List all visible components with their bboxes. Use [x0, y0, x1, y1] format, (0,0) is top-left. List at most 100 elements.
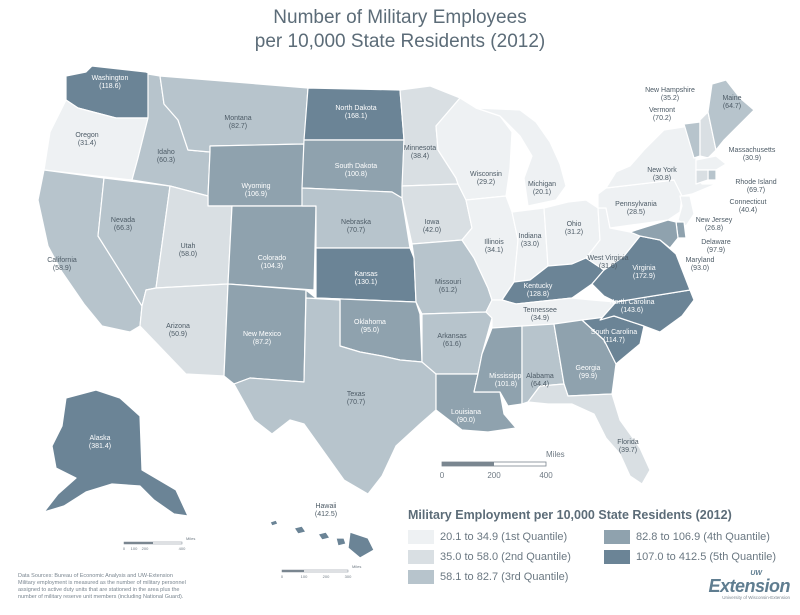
state-value-ca: (58.9) — [53, 265, 71, 272]
state-value-ok: (95.0) — [361, 327, 379, 334]
state-value-ks: (130.1) — [355, 279, 377, 286]
state-value-wv: (31.6) — [599, 263, 617, 270]
scale-main-tick-2: 400 — [539, 471, 553, 480]
state-value-nh: (35.2) — [661, 95, 679, 102]
state-label-sd: South Dakota — [335, 163, 378, 170]
state-label-oh: Ohio — [567, 221, 582, 228]
logo-subtitle: University of Wisconsin-Extension — [722, 595, 790, 600]
map-title-line-1: Number of Military Employees — [273, 7, 527, 28]
source-line-3: assigned to active duty units that are s… — [18, 587, 180, 593]
data-source-note: Data Sources: Bureau of Economic Analysi… — [18, 573, 333, 601]
state-label-nv: Nevada — [111, 217, 135, 224]
state-nebraska[interactable] — [301, 187, 411, 249]
state-label-de: Delaware — [701, 239, 731, 246]
state-value-ia: (42.0) — [423, 227, 441, 234]
state-hawaii[interactable] — [269, 519, 375, 559]
state-label-hi: Hawaii — [315, 503, 336, 510]
scale-alaska-tick-2: 200 — [142, 546, 149, 551]
state-value-tn: (34.9) — [531, 315, 549, 322]
legend-swatch-q5 — [604, 550, 630, 564]
state-value-me: (64.7) — [723, 103, 741, 110]
state-value-sd: (100.8) — [345, 171, 367, 178]
state-massachusetts[interactable] — [695, 155, 727, 171]
state-value-wi: (29.2) — [477, 179, 495, 186]
state-colorado[interactable] — [227, 205, 317, 291]
state-label-tn: Tennessee — [523, 307, 557, 314]
state-value-in: (33.0) — [521, 241, 539, 248]
logo-uw: UW — [750, 570, 762, 577]
state-value-ms: (101.8) — [495, 381, 517, 388]
legend-swatch-q4 — [604, 530, 630, 544]
state-maryland[interactable] — [629, 219, 679, 249]
state-value-oh: (31.2) — [565, 229, 583, 236]
state-michigan[interactable] — [475, 107, 567, 207]
state-value-nm: (87.2) — [253, 339, 271, 346]
map-title-line-2: per 10,000 State Residents (2012) — [254, 31, 546, 52]
state-label-ga: Georgia — [576, 365, 601, 372]
state-value-tx: (70.7) — [347, 399, 365, 406]
state-value-nd: (168.1) — [345, 113, 367, 120]
state-value-il: (34.1) — [485, 247, 503, 254]
state-label-al: Alabama — [526, 373, 554, 380]
state-label-il: Illinois — [484, 239, 504, 246]
state-maine[interactable] — [707, 79, 755, 151]
state-label-ok: Oklahoma — [354, 319, 386, 326]
legend-item-q4: 82.8 to 106.9 (4th Quantile) — [604, 530, 794, 544]
state-value-az: (50.9) — [169, 331, 187, 338]
state-label-mt: Montana — [224, 115, 251, 122]
state-value-ga: (99.9) — [579, 373, 597, 380]
state-label-fl: Florida — [617, 439, 639, 446]
scale-main-unit: Miles — [546, 450, 565, 459]
state-new-jersey[interactable] — [677, 195, 695, 227]
scale-hawaii-tick-3: 300 — [345, 574, 352, 579]
state-label-ar: Arkansas — [437, 333, 467, 340]
state-label-nh: New Hampshire — [645, 87, 695, 94]
state-texas[interactable] — [233, 297, 437, 495]
state-rhode-island[interactable] — [707, 169, 717, 181]
legend-swatch-q3 — [408, 570, 434, 584]
state-value-al: (64.4) — [531, 381, 549, 388]
state-value-wa: (118.6) — [99, 83, 121, 90]
state-arizona[interactable] — [139, 283, 229, 377]
state-alaska[interactable] — [43, 389, 189, 517]
state-value-hi: (412.5) — [315, 511, 337, 518]
state-iowa[interactable] — [401, 183, 473, 245]
state-value-id: (60.3) — [157, 157, 175, 164]
state-label-ia: Iowa — [425, 219, 440, 226]
state-label-ma: Massachusetts — [729, 147, 776, 154]
state-west-virginia[interactable] — [585, 207, 641, 271]
state-florida[interactable] — [527, 383, 651, 485]
state-label-ne: Nebraska — [341, 219, 371, 226]
state-new-hampshire[interactable] — [699, 111, 717, 159]
state-value-nj: (26.8) — [705, 225, 723, 232]
state-label-wi: Wisconsin — [470, 171, 502, 178]
state-label-co: Colorado — [258, 255, 287, 262]
state-label-ri: Rhode Island — [735, 179, 776, 186]
legend-label-q5: 107.0 to 412.5 (5th Quantile) — [636, 551, 777, 563]
state-value-mo: (61.2) — [439, 287, 457, 294]
state-value-ma: (30.9) — [743, 155, 761, 162]
state-mississippi[interactable] — [473, 325, 523, 407]
scale-hawaii-unit: Miles — [352, 564, 361, 569]
state-value-mn: (38.4) — [411, 153, 429, 160]
state-label-la: Louisiana — [451, 409, 481, 416]
state-value-ky: (128.8) — [527, 291, 549, 298]
state-connecticut[interactable] — [695, 169, 709, 185]
uw-extension-logo: UW Extension University of Wisconsin-Ext… — [690, 570, 790, 600]
state-label-sc: South Carolina — [591, 329, 637, 336]
state-label-ky: Kentucky — [524, 283, 553, 290]
legend-label-q4: 82.8 to 106.9 (4th Quantile) — [636, 531, 770, 543]
state-value-va: (172.9) — [633, 273, 655, 280]
state-label-in: Indiana — [519, 233, 542, 240]
state-label-id: Idaho — [157, 149, 175, 156]
scale-bar-main: 0 200 400 Miles — [440, 450, 565, 480]
state-label-mo: Missouri — [435, 279, 462, 286]
scale-hawaii-tick-0: 0 — [281, 574, 284, 579]
scale-main-tick-0: 0 — [440, 471, 445, 480]
legend-item-q3: 58.1 to 82.7 (3rd Quantile) — [408, 570, 598, 584]
legend-label-q2: 35.0 to 58.0 (2nd Quantile) — [440, 551, 571, 563]
state-label-ca: California — [47, 257, 77, 264]
scale-bar-hawaii: 0 100 200 300 Miles — [281, 564, 361, 579]
state-value-mt: (82.7) — [229, 123, 247, 130]
state-value-de: (97.9) — [707, 247, 725, 254]
